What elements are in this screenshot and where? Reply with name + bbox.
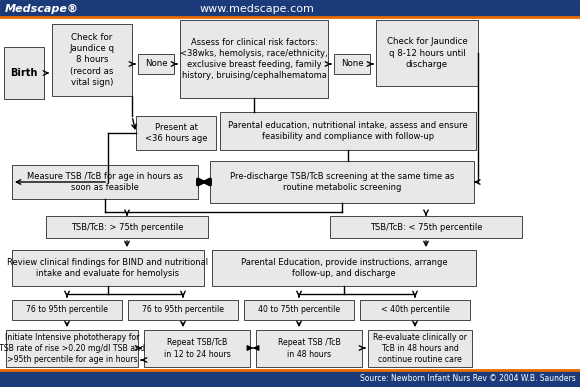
Text: Medscape®: Medscape® — [5, 3, 79, 14]
Bar — [180, 20, 328, 98]
Bar — [256, 330, 362, 367]
Text: None: None — [144, 60, 167, 68]
Bar — [128, 300, 238, 320]
Bar — [0, 370, 580, 387]
Bar — [376, 20, 478, 86]
Bar — [330, 216, 522, 238]
Text: Present at
<36 hours age: Present at <36 hours age — [145, 123, 207, 143]
Text: TSB/TcB: < 75th percentile: TSB/TcB: < 75th percentile — [370, 223, 482, 231]
Text: None: None — [340, 60, 363, 68]
Text: Re-evaluate clinically or
TcB in 48 hours and
continue routine care: Re-evaluate clinically or TcB in 48 hour… — [373, 333, 467, 364]
Text: Measure TSB /TcB for age in hours as
soon as feasible: Measure TSB /TcB for age in hours as soo… — [27, 172, 183, 192]
Text: 40 to 75th percentile: 40 to 75th percentile — [258, 305, 340, 315]
Bar — [334, 54, 370, 74]
Text: TSB/TcB: > 75th percentile: TSB/TcB: > 75th percentile — [71, 223, 183, 231]
Text: Parental Education, provide instructions, arrange
follow-up, and discharge: Parental Education, provide instructions… — [241, 258, 447, 278]
Text: 76 to 95th percentile: 76 to 95th percentile — [26, 305, 108, 315]
Bar — [52, 24, 132, 96]
Text: < 40th percentile: < 40th percentile — [380, 305, 450, 315]
Bar — [212, 250, 476, 286]
Bar — [138, 54, 174, 74]
Bar — [12, 300, 122, 320]
Text: Check for Jaundice
q 8-12 hours until
discharge: Check for Jaundice q 8-12 hours until di… — [387, 38, 467, 68]
Text: 76 to 95th percentile: 76 to 95th percentile — [142, 305, 224, 315]
Bar — [0, 0, 580, 17]
Bar — [46, 216, 208, 238]
Text: Source: Newborn Infant Nurs Rev © 2004 W.B. Saunders: Source: Newborn Infant Nurs Rev © 2004 W… — [360, 374, 576, 383]
Text: Initiate Intensive phototherapy for
TSB rate of rise >0.20 mg/dl TSB and
>95th p: Initiate Intensive phototherapy for TSB … — [0, 333, 145, 364]
Bar — [244, 300, 354, 320]
Text: Assess for clinical risk factors:
<38wks, hemolysis, race/ethnicity,
exclusive b: Assess for clinical risk factors: <38wks… — [180, 38, 328, 80]
Bar — [12, 250, 204, 286]
Bar — [360, 300, 470, 320]
Bar — [144, 330, 250, 367]
Text: Repeat TSB/TcB
in 12 to 24 hours: Repeat TSB/TcB in 12 to 24 hours — [164, 339, 230, 358]
Bar — [210, 161, 474, 203]
Text: www.medscape.com: www.medscape.com — [200, 3, 315, 14]
Text: Birth: Birth — [10, 68, 38, 78]
Bar — [368, 330, 472, 367]
Text: Parental education, nutritional intake, assess and ensure
feasibility and compli: Parental education, nutritional intake, … — [228, 121, 468, 141]
Bar — [136, 116, 216, 150]
Bar — [220, 112, 476, 150]
Text: Review clinical findings for BIND and nutritional
intake and evaluate for hemoly: Review clinical findings for BIND and nu… — [8, 258, 209, 278]
Bar — [12, 165, 198, 199]
Text: Repeat TSB /TcB
in 48 hours: Repeat TSB /TcB in 48 hours — [278, 339, 340, 358]
Bar — [6, 330, 138, 367]
Bar — [4, 47, 44, 99]
Text: Check for
Jaundice q
8 hours
(record as
vital sign): Check for Jaundice q 8 hours (record as … — [70, 33, 114, 87]
Text: Pre-discharge TSB/TcB screening at the same time as
routine metabolic screening: Pre-discharge TSB/TcB screening at the s… — [230, 172, 454, 192]
